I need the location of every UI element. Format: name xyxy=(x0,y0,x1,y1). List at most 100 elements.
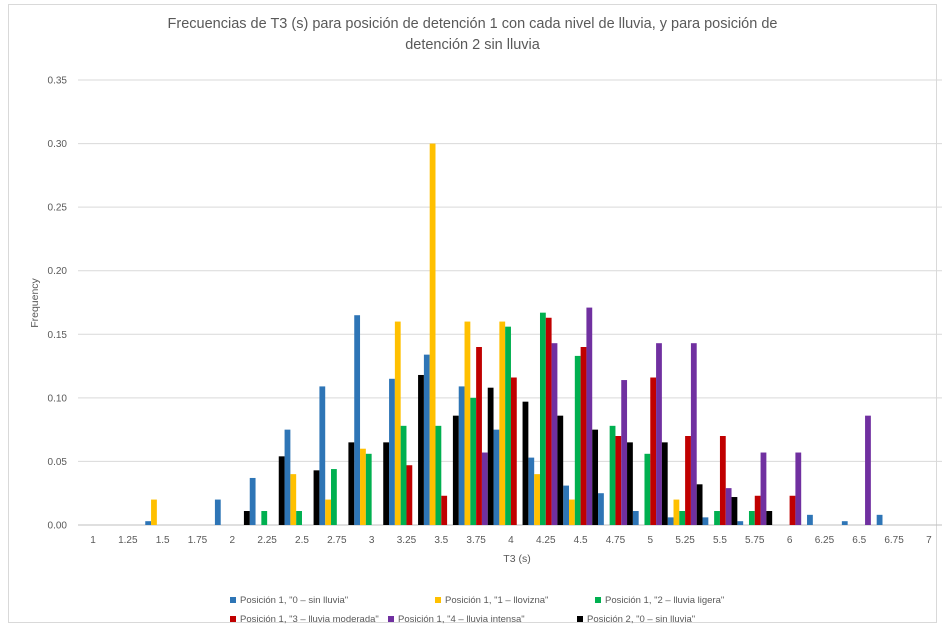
legend-item: Posición 1, "0 – sin lluvia" xyxy=(230,595,348,606)
bar xyxy=(598,493,604,525)
chart-title-line2: detención 2 sin lluvia xyxy=(405,37,540,53)
legend-swatch xyxy=(577,616,583,623)
bar xyxy=(754,495,761,525)
bar xyxy=(331,469,337,525)
bar xyxy=(348,442,355,525)
bar xyxy=(580,347,587,525)
bar xyxy=(522,401,529,525)
legend-item: Posición 1, "2 – lluvia ligera" xyxy=(595,595,724,606)
bar xyxy=(656,343,662,525)
bar xyxy=(400,425,407,525)
bar xyxy=(807,514,813,525)
bar xyxy=(505,326,511,525)
bar xyxy=(789,495,796,525)
x-tick-label: 3.75 xyxy=(466,535,486,546)
legend-item: Posición 1, "3 – lluvia moderada" xyxy=(230,614,379,625)
legend-swatch xyxy=(435,597,441,604)
x-tick-label: 4.5 xyxy=(574,535,588,546)
bar xyxy=(510,377,517,525)
bar xyxy=(249,477,256,525)
legend-label: Posición 1, "0 – sin lluvia" xyxy=(240,595,349,606)
bar xyxy=(458,386,465,525)
bar xyxy=(748,511,755,525)
y-tick-label: 0.25 xyxy=(48,203,68,214)
bar xyxy=(296,511,302,525)
x-tick-label: 5.5 xyxy=(713,535,727,546)
bar xyxy=(551,343,558,525)
legend-label: Posición 1, "4 – lluvia intensa" xyxy=(398,614,525,625)
bar xyxy=(243,511,250,525)
bar xyxy=(325,499,332,525)
chart-title-line1: Frecuencias de T3 (s) para posición de d… xyxy=(167,16,778,32)
bar xyxy=(429,143,436,525)
bar xyxy=(650,377,657,525)
bar xyxy=(539,312,546,525)
bar xyxy=(452,415,459,525)
bar xyxy=(545,317,552,525)
legend-item: Posición 1, "1 – llovizna" xyxy=(435,595,548,606)
bar xyxy=(383,442,390,525)
x-tick-label: 3.25 xyxy=(397,535,417,546)
y-tick-label: 0.20 xyxy=(48,266,68,277)
bar xyxy=(354,315,361,525)
y-axis-label: Frequency xyxy=(29,277,41,327)
bar xyxy=(731,497,738,525)
bar xyxy=(290,474,297,525)
bar xyxy=(406,465,413,525)
bar xyxy=(760,452,767,525)
x-tick-label: 4 xyxy=(508,535,514,546)
legend-label: Posición 1, "3 – lluvia moderada" xyxy=(240,614,379,625)
bar xyxy=(621,380,628,525)
bar xyxy=(319,386,326,525)
bar xyxy=(261,511,268,525)
bar xyxy=(696,484,703,525)
bar xyxy=(499,321,506,525)
bar xyxy=(569,499,575,525)
bar xyxy=(145,521,152,525)
bar xyxy=(574,355,581,525)
x-tick-label: 3.5 xyxy=(434,535,448,546)
bar xyxy=(534,474,540,525)
bar xyxy=(865,415,871,525)
bar xyxy=(464,321,471,525)
bar xyxy=(690,343,697,525)
bar xyxy=(435,425,442,525)
bar xyxy=(151,499,157,525)
bar xyxy=(661,442,668,525)
bar xyxy=(737,521,744,525)
x-tick-label: 1.75 xyxy=(188,535,208,546)
bar xyxy=(609,425,616,525)
y-tick-label: 0.35 xyxy=(48,76,68,87)
bar xyxy=(493,429,500,525)
bar xyxy=(441,495,448,525)
legend-item: Posición 1, "4 – lluvia intensa" xyxy=(388,614,525,625)
bar xyxy=(766,511,773,525)
x-tick-labels: 1 1.25 1.5 1.75 2 2.25 2.5 2.75 3 3.25 3.5 3.75 4 4.2… xyxy=(90,535,932,546)
bar xyxy=(644,453,651,525)
x-axis-label: T3 (s) xyxy=(503,553,530,565)
x-tick-label: 1.5 xyxy=(156,535,170,546)
legend-item: Posición 2, "0 – sin lluvia" xyxy=(577,614,695,625)
y-tick-label: 0.10 xyxy=(48,393,68,404)
legend-label: Posición 1, "1 – llovizna" xyxy=(445,595,549,606)
chart-title: Frecuencias de T3 (s) para posición de d… xyxy=(0,14,945,56)
bar xyxy=(719,436,726,525)
bar xyxy=(394,321,401,525)
bar xyxy=(214,499,221,525)
bar xyxy=(714,511,720,525)
bar xyxy=(679,511,686,525)
bar xyxy=(702,517,709,525)
x-tick-label: 5 xyxy=(647,535,653,546)
bar xyxy=(563,485,570,525)
x-tick-label: 6.5 xyxy=(852,535,866,546)
legend-swatch xyxy=(230,616,236,623)
bar xyxy=(615,436,622,525)
bar xyxy=(423,354,430,525)
x-tick-label: 6.25 xyxy=(815,535,835,546)
bars xyxy=(145,143,883,525)
x-tick-label: 6 xyxy=(787,535,793,546)
bar xyxy=(557,415,564,525)
x-tick-label: 4.25 xyxy=(536,535,556,546)
legend-label: Posición 1, "2 – lluvia ligera" xyxy=(605,595,725,606)
bar xyxy=(476,347,482,525)
